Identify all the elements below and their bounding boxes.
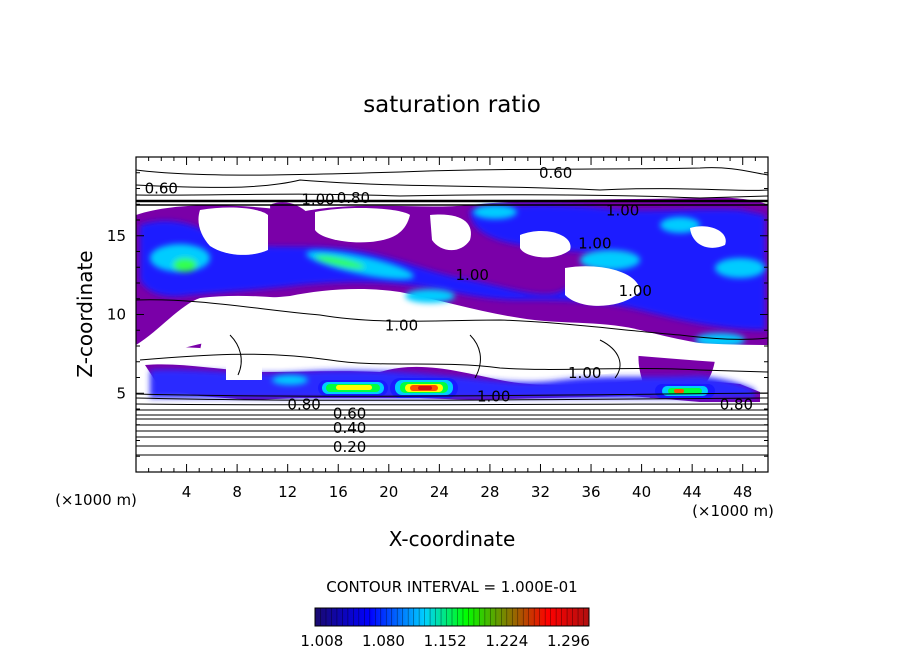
x-tick-label: 36 — [581, 483, 600, 501]
subsaturated-hole — [565, 266, 640, 306]
contour-label: 0.60 — [333, 405, 366, 423]
contour-label: 1.00 — [619, 282, 652, 300]
contour-label: 1.00 — [606, 202, 639, 220]
subsaturated-hole — [198, 207, 268, 255]
subsaturated-hole — [530, 339, 620, 375]
cloud-base-cores — [318, 378, 715, 398]
cyan-core — [473, 205, 517, 219]
contour-label: 1.00 — [578, 235, 611, 253]
cyan-core — [715, 258, 765, 278]
y-tick-label: 15 — [107, 227, 126, 245]
contour-label: 1.00 — [477, 387, 510, 405]
colorbar-tick-label: 1.296 — [547, 632, 590, 650]
y-tick-label: 5 — [116, 384, 126, 402]
colorbar-tick-label: 1.080 — [362, 632, 405, 650]
cyan-core — [695, 333, 745, 347]
subsaturated-hole — [520, 230, 571, 258]
subsaturated-hole — [136, 295, 768, 365]
subsaturated-hole — [690, 226, 726, 248]
contour-label: 0.80 — [337, 189, 370, 207]
contour-label: 1.00 — [385, 317, 418, 335]
contour-labels: 0.600.600.801.001.001.001.001.001.001.00… — [145, 164, 754, 456]
colorbar-ticks — [320, 608, 584, 626]
cyan-core — [580, 250, 640, 270]
contour-label: 0.60 — [539, 164, 572, 182]
contour-label: 1.00 — [568, 364, 601, 382]
colorbar-tick-label: 1.224 — [485, 632, 528, 650]
x-tick-label: 28 — [480, 483, 499, 501]
subsaturated-hole — [430, 214, 471, 251]
contour-label: 0.80 — [720, 395, 753, 413]
x-unit-label: (×1000 m) — [692, 502, 774, 520]
x-axis-title: X-coordinate — [389, 527, 516, 551]
x-tick-label: 40 — [632, 483, 651, 501]
y-tick-label: 10 — [107, 306, 126, 324]
colorbar-labels: 1.008 1.080 1.152 1.224 1.296 — [300, 632, 590, 650]
x-tick-label: 44 — [683, 483, 702, 501]
y-axis: 5 10 15 — [107, 172, 768, 457]
colorbar-tick-label: 1.152 — [424, 632, 467, 650]
x-tick-label: 24 — [430, 483, 449, 501]
x-tick-label: 12 — [278, 483, 297, 501]
colorbar-tick-label: 1.008 — [300, 632, 343, 650]
contour-label: 0.80 — [287, 395, 320, 413]
cyan-core — [405, 289, 455, 303]
green-core — [315, 255, 365, 269]
cyan-core — [272, 375, 308, 385]
chart-title: saturation ratio — [363, 92, 541, 118]
contour-label: 0.40 — [333, 419, 366, 437]
x-tick-label: 20 — [379, 483, 398, 501]
y-axis-title: Z-coordinate — [73, 250, 97, 377]
subsaturated-hole — [226, 336, 262, 380]
x-tick-label: 16 — [329, 483, 348, 501]
contour-label: 0.20 — [333, 438, 366, 456]
contour-label: 1.00 — [301, 191, 334, 209]
subsaturated-hole — [315, 208, 410, 243]
contour-interval-label: CONTOUR INTERVAL = 1.000E-01 — [326, 578, 577, 596]
subsaturated-hole — [136, 345, 204, 364]
contour-lines — [136, 167, 768, 456]
z-unit-label: (×1000 m) — [55, 491, 137, 509]
x-tick-label: 8 — [232, 483, 242, 501]
x-axis: 4 8 12 16 20 24 28 32 36 40 44 48 — [148, 157, 756, 501]
contour-label: 0.60 — [145, 180, 178, 198]
x-tick-label: 4 — [182, 483, 192, 501]
green-core — [173, 258, 197, 272]
saturation-field — [136, 167, 768, 456]
x-tick-label: 48 — [733, 483, 752, 501]
contour-label: 1.00 — [456, 266, 489, 284]
cyan-core — [660, 217, 700, 233]
x-tick-label: 32 — [531, 483, 550, 501]
